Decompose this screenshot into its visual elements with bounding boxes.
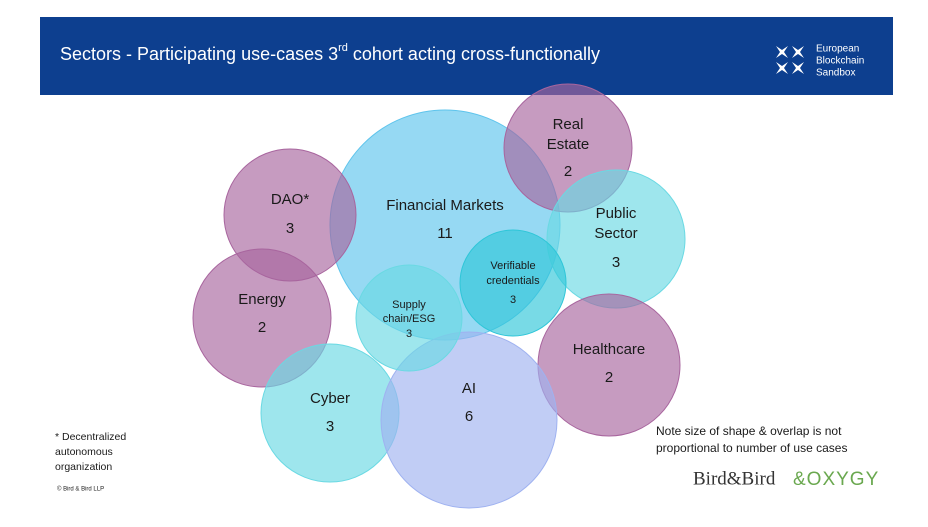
title-superscript: rd: [338, 42, 348, 54]
logo-text: Sandbox: [816, 68, 855, 79]
title-part: Sectors - Participating use-cases 3: [60, 44, 338, 64]
note: Note size of shape & overlap is not: [656, 424, 842, 438]
sector-label: credentials: [486, 275, 540, 287]
logo-text: Blockchain: [816, 56, 864, 67]
header-title: Sectors - Participating use-cases 3rd co…: [60, 42, 600, 64]
sector-label: Healthcare: [573, 341, 646, 358]
sector-count: 3: [286, 220, 294, 237]
logo-birdbird: Bird&Bird: [693, 468, 776, 489]
sector-count: 2: [605, 369, 613, 386]
sector-circle: [380, 331, 558, 509]
sector-circle: [260, 343, 400, 483]
sector-label: Financial Markets: [386, 197, 504, 214]
labels: Financial Markets 11 DAO* 3 Real Estate 2 Publi…: [238, 116, 645, 435]
note: proportional to number of use cases: [656, 441, 847, 455]
sector-count: 11: [437, 225, 453, 242]
logo-icon: [776, 46, 804, 74]
sector-count: 3: [612, 254, 620, 271]
sector-count: 2: [258, 319, 266, 336]
sector-count: 3: [510, 294, 516, 306]
sector-label: chain/ESG: [383, 313, 436, 325]
sector-label: Sector: [594, 225, 637, 242]
header-band: [40, 17, 893, 95]
sector-circle: [459, 229, 567, 337]
title-part: cohort acting cross-functionally: [348, 44, 600, 64]
logo-oxygy: &OXYGY: [793, 469, 879, 490]
copyright: © Bird & Bird LLP: [57, 486, 104, 493]
sector-label: Energy: [238, 291, 286, 308]
sector-count: 3: [406, 328, 412, 340]
sector-count: 6: [465, 408, 473, 425]
circles: [192, 83, 686, 509]
sector-label: AI: [462, 380, 476, 397]
sector-label: DAO*: [271, 191, 310, 208]
sector-label: Verifiable: [490, 260, 535, 272]
sector-label: Estate: [547, 136, 590, 153]
sector-circle: [537, 293, 681, 437]
logo-text: European: [816, 44, 859, 55]
sector-label: Supply: [392, 299, 426, 311]
sector-label: Public: [596, 205, 637, 222]
sector-count: 3: [326, 418, 334, 435]
sector-label: Real: [553, 116, 584, 133]
sector-count: 2: [564, 163, 572, 180]
footnote: autonomous: [55, 446, 113, 458]
footnote: * Decentralized: [55, 431, 126, 443]
footnote: organization: [55, 461, 112, 473]
sector-label: Cyber: [310, 390, 350, 407]
sector-circle: [355, 264, 463, 372]
